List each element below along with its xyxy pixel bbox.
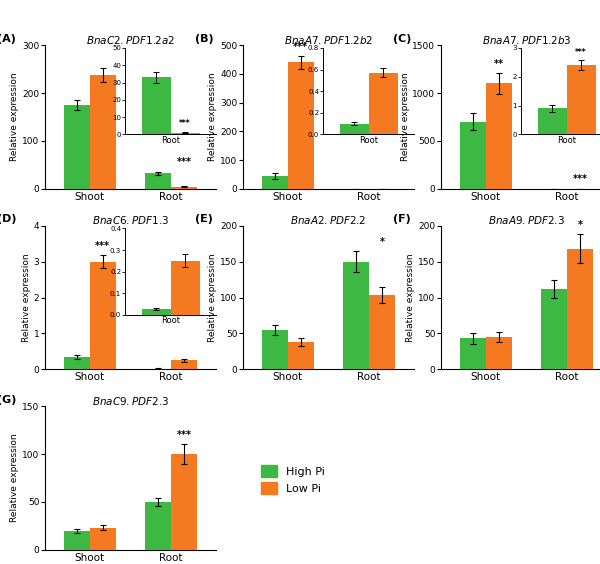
Y-axis label: Relative expression: Relative expression: [10, 434, 19, 522]
Text: (E): (E): [195, 214, 213, 224]
Text: $\it{BnaC6.PDF1.3}$: $\it{BnaC6.PDF1.3}$: [92, 214, 169, 226]
Text: (G): (G): [0, 395, 16, 404]
Text: (F): (F): [393, 214, 411, 224]
Y-axis label: Relative expression: Relative expression: [10, 73, 19, 161]
Y-axis label: Relative expression: Relative expression: [208, 73, 217, 161]
Text: ***: ***: [177, 430, 192, 440]
Text: (C): (C): [393, 34, 412, 43]
Text: ***: ***: [293, 42, 308, 52]
Bar: [145, 368, 171, 369]
Text: $\it{BnaA7.PDF1.2b2}$: $\it{BnaA7.PDF1.2b2}$: [284, 34, 373, 46]
Text: *: *: [380, 237, 385, 247]
Text: (B): (B): [195, 34, 214, 43]
Bar: [486, 337, 512, 369]
Bar: [343, 262, 369, 369]
Text: $\it{BnaA9.PDF2.3}$: $\it{BnaA9.PDF2.3}$: [488, 214, 565, 226]
Text: ***: ***: [573, 174, 588, 184]
Bar: [288, 342, 314, 369]
Bar: [171, 360, 197, 369]
Bar: [460, 338, 486, 369]
Bar: [90, 75, 116, 189]
Bar: [64, 105, 90, 189]
Text: $\it{BnaC9.PDF2.3}$: $\it{BnaC9.PDF2.3}$: [92, 395, 169, 407]
Text: *: *: [578, 220, 583, 230]
Bar: [64, 531, 90, 550]
Bar: [171, 454, 197, 550]
Bar: [486, 83, 512, 189]
Bar: [171, 187, 197, 189]
Y-axis label: Relative expression: Relative expression: [406, 253, 415, 342]
Bar: [262, 330, 288, 369]
Legend: High Pi, Low Pi: High Pi, Low Pi: [260, 465, 325, 494]
Bar: [288, 63, 314, 189]
Y-axis label: Relative expression: Relative expression: [22, 253, 31, 342]
Y-axis label: Relative expression: Relative expression: [208, 253, 217, 342]
Text: $\it{BnaC2.PDF1.2a2}$: $\it{BnaC2.PDF1.2a2}$: [86, 34, 175, 46]
Text: (D): (D): [0, 214, 17, 224]
Bar: [262, 176, 288, 189]
Bar: [369, 296, 395, 369]
Y-axis label: Relative expression: Relative expression: [401, 73, 410, 161]
Bar: [90, 528, 116, 550]
Text: $\it{BnaA2.PDF2.2}$: $\it{BnaA2.PDF2.2}$: [290, 214, 367, 226]
Bar: [90, 262, 116, 369]
Text: ***: ***: [95, 241, 110, 251]
Bar: [64, 357, 90, 369]
Bar: [541, 289, 567, 369]
Text: $\it{BnaA7.PDF1.2b3}$: $\it{BnaA7.PDF1.2b3}$: [482, 34, 571, 46]
Bar: [567, 249, 593, 369]
Text: **: **: [494, 59, 504, 69]
Text: (A): (A): [0, 34, 16, 43]
Bar: [145, 502, 171, 550]
Bar: [145, 173, 171, 189]
Bar: [460, 122, 486, 189]
Text: ***: ***: [177, 157, 192, 168]
